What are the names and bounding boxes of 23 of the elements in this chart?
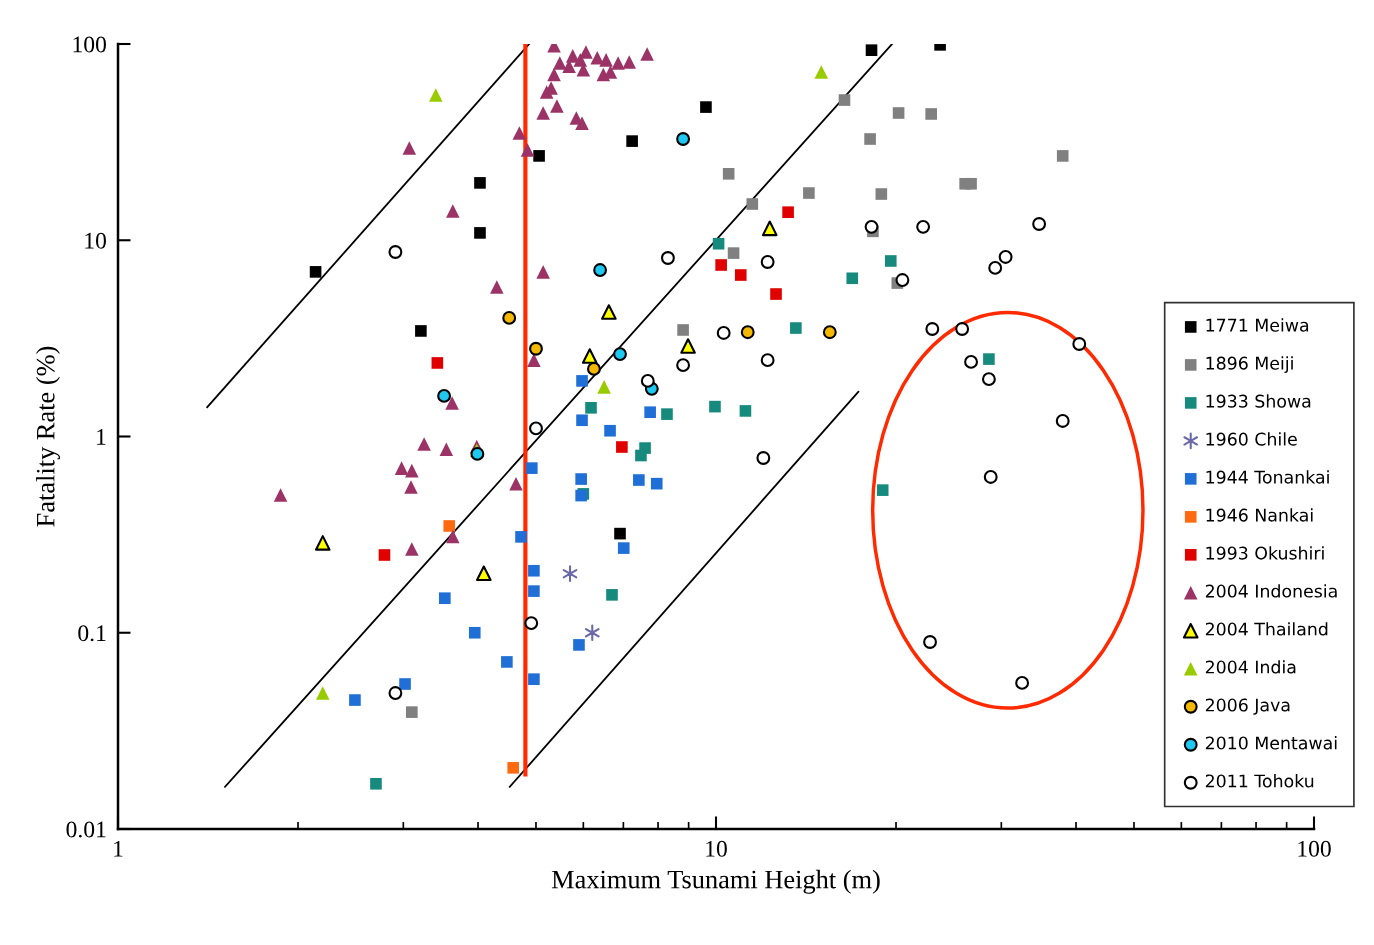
legend-label: 2011 Tohoku <box>1205 774 1314 788</box>
legend-label: 1946 Nankai <box>1206 508 1313 522</box>
legend-label: 1933 Showa <box>1206 394 1311 408</box>
legend-label: 1771 Meiwa <box>1206 318 1309 332</box>
legend-label: 1960 Chile <box>1206 432 1297 446</box>
y-tick-label: 1 <box>97 429 106 445</box>
legend-label: 2004 Indonesia <box>1205 584 1337 598</box>
y-tick-label: 0.1 <box>78 625 106 642</box>
x-tick-label: 10 <box>706 840 727 857</box>
legend-label: 1993 Okushiri <box>1206 546 1324 560</box>
legend-label: 1944 Tonankai <box>1206 470 1329 484</box>
legend-label: 2004 India <box>1205 660 1296 674</box>
x-tick-label: 100 <box>1298 840 1331 857</box>
y-axis-title: Fatality Rate (%) <box>36 346 61 527</box>
y-tick-label: 0.01 <box>66 821 106 838</box>
y-tick-label: 100 <box>73 36 106 53</box>
x-axis-title: Maximum Tsunami Height (m) <box>551 869 880 894</box>
y-tick-label: 10 <box>85 232 106 249</box>
legend-label: 2004 Thailand <box>1205 622 1328 636</box>
legend-label: 2006 Java <box>1205 698 1290 715</box>
legend-label: 1896 Meiji <box>1206 356 1293 374</box>
legend-label: 2010 Mentawai <box>1205 736 1337 750</box>
x-tick-label: 1 <box>114 840 123 857</box>
